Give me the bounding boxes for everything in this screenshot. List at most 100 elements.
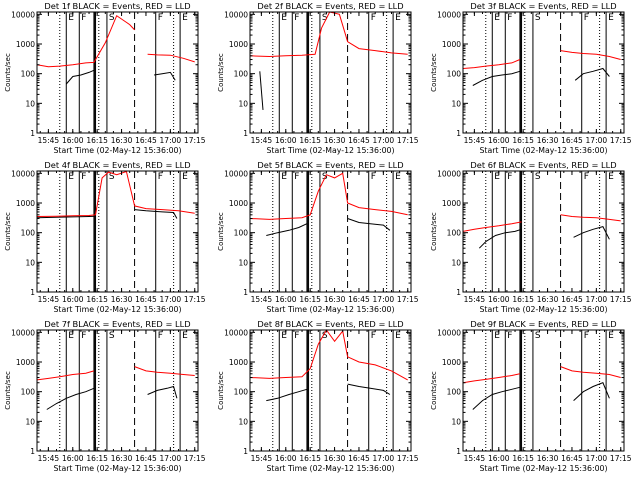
time-marker-label: S: [535, 13, 541, 23]
y-tick-label: 1000: [442, 358, 461, 367]
plot-frame: [36, 329, 199, 452]
y-tick-label: 1: [243, 129, 248, 138]
events-series-line: [36, 215, 96, 219]
time-marker-label: S: [322, 331, 328, 341]
x-tick-label: 17:00: [373, 454, 395, 463]
y-tick-label: 100: [21, 229, 36, 238]
time-marker-label: E: [494, 172, 500, 182]
events-series-line: [472, 386, 521, 410]
y-tick-label: 1000: [16, 40, 35, 49]
x-tick-label: 16:30: [111, 295, 133, 304]
events-series-line: [266, 223, 308, 236]
x-tick-label: 16:45: [135, 295, 157, 304]
x-tick-label: 16:00: [488, 136, 510, 145]
x-tick-label: 16:45: [348, 295, 370, 304]
time-marker-label: E: [395, 331, 401, 341]
y-axis-label: Counts/sec: [430, 212, 438, 251]
panel-title: Det 7f BLACK = Events, RED = LLD: [44, 319, 190, 329]
x-tick-label: 17:00: [160, 136, 182, 145]
y-axis-label: Counts/sec: [4, 371, 12, 410]
x-tick-label: 15:45: [464, 454, 486, 463]
y-tick-label: 1000: [442, 199, 461, 208]
y-tick-label: 10000: [11, 328, 35, 337]
y-axis-label: Counts/sec: [4, 212, 12, 251]
y-tick-label: 10: [25, 99, 35, 108]
events-series-line: [266, 388, 308, 402]
x-tick-label: 16:00: [488, 454, 510, 463]
lld-series-line: [249, 172, 408, 220]
y-tick-label: 1000: [229, 358, 248, 367]
time-marker-label: F: [81, 13, 86, 23]
x-tick-label: 16:30: [324, 454, 346, 463]
x-axis-label: Start Time (02-May-12 15:36:00): [266, 305, 394, 314]
events-series-line: [573, 226, 610, 240]
x-tick-label: 17:15: [610, 295, 632, 304]
x-tick-label: 16:15: [512, 136, 534, 145]
x-tick-label: 16:15: [299, 454, 321, 463]
y-tick-label: 1000: [16, 358, 35, 367]
x-axis-label: Start Time (02-May-12 15:36:00): [266, 464, 394, 473]
panel-title: Det 6f BLACK = Events, RED = LLD: [470, 160, 616, 170]
y-tick-label: 1: [30, 447, 35, 456]
y-tick-label: 10000: [437, 169, 461, 178]
y-tick-label: 10: [25, 258, 35, 267]
x-tick-label: 16:15: [86, 136, 108, 145]
time-marker-label: S: [322, 13, 328, 23]
time-marker-label: F: [507, 172, 512, 182]
y-tick-label: 10000: [224, 328, 248, 337]
time-marker-label: F: [81, 331, 86, 341]
panel-title: Det 9f BLACK = Events, RED = LLD: [470, 319, 616, 329]
y-axis-label: Counts/sec: [217, 53, 225, 92]
y-tick-label: 10000: [224, 169, 248, 178]
x-tick-label: 16:15: [512, 454, 534, 463]
x-tick-label: 17:00: [160, 295, 182, 304]
y-tick-label: 1: [456, 288, 461, 297]
events-series-line: [574, 67, 610, 81]
time-marker-label: F: [584, 331, 589, 341]
x-tick-label: 16:45: [561, 454, 583, 463]
panel-title: Det 2f BLACK = Events, RED = LLD: [257, 1, 403, 11]
events-series-line: [65, 69, 95, 85]
lld-series-line: [462, 221, 522, 232]
y-tick-label: 100: [21, 70, 36, 79]
y-axis-label: Counts/sec: [217, 371, 225, 410]
x-tick-label: 16:45: [135, 454, 157, 463]
y-axis-label: Counts/sec: [430, 53, 438, 92]
x-tick-label: 15:45: [464, 136, 486, 145]
lld-series-line: [462, 59, 521, 69]
x-tick-label: 16:00: [275, 295, 297, 304]
y-tick-label: 10000: [437, 10, 461, 19]
x-tick-label: 16:45: [348, 136, 370, 145]
y-tick-label: 100: [447, 70, 462, 79]
y-tick-label: 10: [25, 417, 35, 426]
x-tick-label: 16:45: [561, 136, 583, 145]
x-tick-label: 16:15: [299, 136, 321, 145]
time-marker-label: F: [371, 172, 376, 182]
lld-series-line: [462, 373, 521, 384]
time-marker-label: E: [494, 331, 500, 341]
x-tick-label: 17:15: [397, 454, 419, 463]
y-tick-label: 1000: [16, 199, 35, 208]
y-tick-label: 10: [451, 258, 461, 267]
events-series-line: [154, 71, 176, 81]
events-series-line: [46, 387, 95, 410]
panel-title: Det 3f BLACK = Events, RED = LLD: [470, 1, 616, 11]
y-tick-label: 100: [21, 388, 36, 397]
x-axis-label: Start Time (02-May-12 15:36:00): [479, 464, 607, 473]
x-tick-label: 16:15: [86, 454, 108, 463]
y-tick-label: 10: [451, 417, 461, 426]
x-tick-label: 16:30: [537, 136, 559, 145]
time-marker-label: F: [294, 13, 299, 23]
x-axis-label: Start Time (02-May-12 15:36:00): [53, 305, 181, 314]
panel-title: Det 4f BLACK = Events, RED = LLD: [44, 160, 190, 170]
x-tick-label: 17:00: [373, 136, 395, 145]
x-tick-label: 16:30: [111, 136, 133, 145]
x-tick-label: 16:15: [86, 295, 108, 304]
plot-frame: [249, 329, 412, 452]
